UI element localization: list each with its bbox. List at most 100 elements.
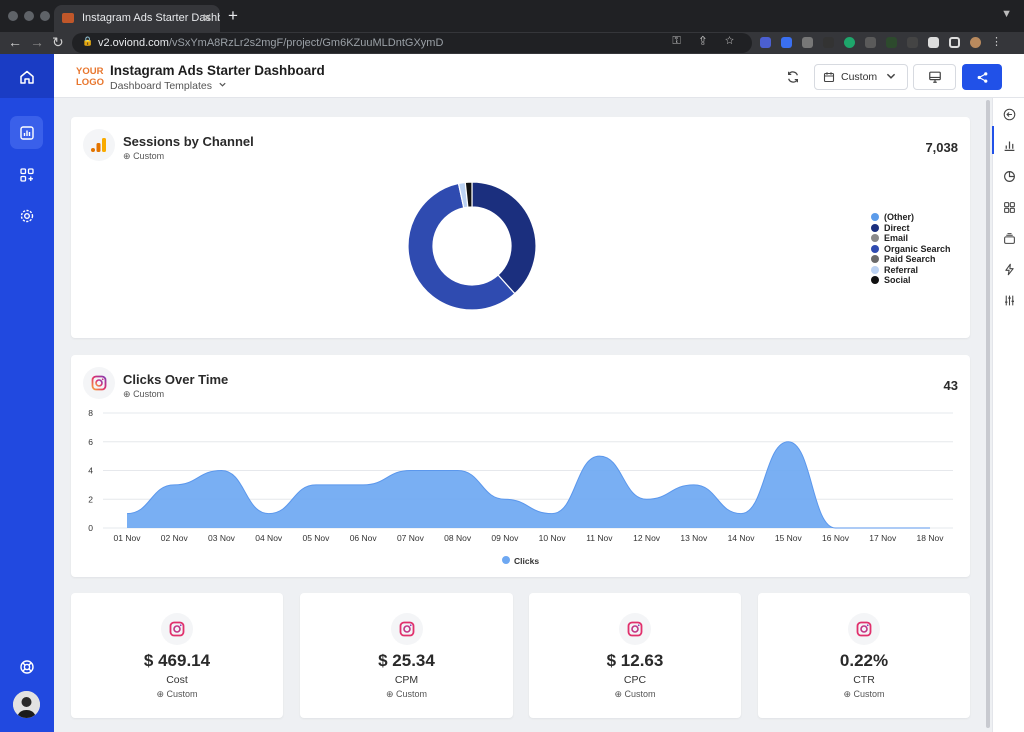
data-point[interactable] bbox=[408, 468, 413, 473]
lightning-icon[interactable] bbox=[1001, 261, 1017, 277]
logo-line2: LOGO bbox=[76, 77, 104, 88]
back-icon[interactable]: ← bbox=[8, 34, 22, 50]
help-lifebuoy-icon[interactable] bbox=[10, 650, 43, 683]
x-tick-label: 04 Nov bbox=[255, 533, 283, 543]
new-tab-icon[interactable]: + bbox=[228, 6, 238, 25]
legend-label: Referral bbox=[884, 264, 919, 275]
tab-search-chevron-icon[interactable]: ▼ bbox=[1001, 8, 1012, 20]
refresh-button[interactable] bbox=[782, 66, 804, 88]
instagram-icon bbox=[161, 613, 193, 645]
bar-chart-icon[interactable] bbox=[1001, 137, 1017, 153]
kpi-subtitle-text: Custom bbox=[853, 689, 885, 699]
puzzle-icon[interactable] bbox=[928, 37, 939, 48]
user-avatar[interactable] bbox=[13, 691, 40, 718]
data-point[interactable] bbox=[597, 454, 602, 459]
donut-slice[interactable] bbox=[407, 182, 516, 311]
kpi-value: $ 469.14 bbox=[143, 651, 211, 670]
data-point[interactable] bbox=[361, 482, 366, 487]
data-point[interactable] bbox=[691, 482, 696, 487]
card-title: Sessions by Channel bbox=[123, 134, 254, 149]
calendar-icon bbox=[823, 72, 835, 83]
extension-icon[interactable] bbox=[823, 37, 834, 48]
donut-slice[interactable] bbox=[464, 181, 473, 208]
x-tick-label: 15 Nov bbox=[775, 533, 803, 543]
legend-item[interactable]: Email bbox=[871, 233, 951, 244]
legend-item[interactable]: Direct bbox=[871, 223, 951, 234]
profile-avatar-icon[interactable] bbox=[970, 37, 981, 48]
pie-chart-icon[interactable] bbox=[1001, 168, 1017, 184]
data-point[interactable] bbox=[550, 511, 555, 516]
data-point[interactable] bbox=[172, 482, 177, 487]
extension-icon[interactable] bbox=[865, 37, 876, 48]
data-point[interactable] bbox=[644, 497, 649, 502]
data-point[interactable] bbox=[266, 511, 271, 516]
legend-item[interactable]: Referral bbox=[871, 265, 951, 276]
extension-icon[interactable] bbox=[802, 37, 813, 48]
globe-icon: ⊕ bbox=[614, 689, 622, 699]
window-minimize-dot[interactable] bbox=[24, 11, 34, 21]
extension-icon[interactable] bbox=[886, 37, 897, 48]
data-point[interactable] bbox=[928, 526, 933, 531]
clicks-over-time-card: Clicks Over Time ⊕ Custom 43 0 2 4 6 8 01 Nov… bbox=[71, 355, 970, 577]
data-point[interactable] bbox=[502, 497, 507, 502]
kpi-subtitle: ⊕ Custom bbox=[300, 689, 513, 700]
sliders-icon[interactable] bbox=[1001, 292, 1017, 308]
legend-swatch bbox=[502, 556, 510, 564]
collapse-arrow-icon[interactable] bbox=[1001, 106, 1017, 122]
left-nav-header bbox=[0, 54, 54, 98]
extension-icon[interactable] bbox=[844, 37, 855, 48]
x-tick-label: 14 Nov bbox=[728, 533, 756, 543]
legend-item[interactable]: Organic Search bbox=[871, 244, 951, 255]
extension-icon[interactable] bbox=[760, 37, 771, 48]
share-button[interactable] bbox=[962, 64, 1002, 90]
instagram-icon bbox=[83, 367, 115, 399]
extension-icon[interactable] bbox=[781, 37, 792, 48]
kpi-card-cost: $ 469.14 Cost ⊕ Custom bbox=[71, 593, 283, 718]
legend-item[interactable]: Social bbox=[871, 275, 951, 286]
legend-item[interactable]: (Other) bbox=[871, 212, 951, 223]
url-input[interactable]: 🔒 v2.oviond.com/vSxYmA8RzLr2s2mgF/projec… bbox=[72, 33, 752, 53]
forward-icon[interactable]: → bbox=[30, 34, 44, 50]
reload-icon[interactable]: ↻ bbox=[52, 34, 64, 50]
data-point[interactable] bbox=[455, 468, 460, 473]
legend-item[interactable]: Paid Search bbox=[871, 254, 951, 265]
home-icon[interactable] bbox=[10, 60, 43, 93]
x-tick-label: 11 Nov bbox=[586, 533, 613, 543]
card-subtitle-text: Custom bbox=[133, 151, 165, 161]
legend-label[interactable]: Clicks bbox=[514, 556, 539, 566]
data-point[interactable] bbox=[833, 526, 838, 531]
kpi-label: Cost bbox=[166, 674, 188, 686]
instagram-icon bbox=[848, 613, 880, 645]
data-point[interactable] bbox=[313, 482, 318, 487]
window-maximize-dot[interactable] bbox=[40, 11, 50, 21]
apps-add-icon[interactable] bbox=[10, 158, 43, 191]
data-point[interactable] bbox=[739, 511, 744, 516]
data-point[interactable] bbox=[219, 468, 224, 473]
legend-swatch bbox=[871, 276, 879, 285]
data-point[interactable] bbox=[786, 439, 791, 444]
presentation-mode-button[interactable] bbox=[913, 64, 956, 90]
omnibox-actions[interactable]: ⚿ ⇪ ☆ bbox=[672, 35, 742, 47]
tab-close-icon[interactable]: ✕ bbox=[201, 11, 212, 25]
logo-line1: YOUR bbox=[76, 66, 104, 77]
extension-icon[interactable] bbox=[907, 37, 918, 48]
legend-label: Direct bbox=[884, 222, 910, 233]
donut-slice[interactable] bbox=[471, 181, 537, 295]
window-close-dot[interactable] bbox=[8, 11, 18, 21]
layers-icon[interactable] bbox=[1001, 230, 1017, 246]
clicks-area bbox=[127, 441, 930, 528]
tab-favicon-icon bbox=[62, 13, 74, 23]
grid-icon[interactable] bbox=[1001, 199, 1017, 215]
x-tick-label: 03 Nov bbox=[208, 533, 236, 543]
settings-gear-icon[interactable] bbox=[10, 199, 43, 232]
legend-label: Organic Search bbox=[884, 243, 951, 254]
sidepanel-icon[interactable] bbox=[949, 37, 960, 48]
data-point[interactable] bbox=[125, 511, 130, 516]
date-range-dropdown[interactable]: Custom bbox=[814, 64, 908, 90]
data-point[interactable] bbox=[880, 526, 885, 531]
dashboard-chart-icon[interactable] bbox=[10, 116, 43, 149]
browser-tab[interactable]: Instagram Ads Starter Dashbo ✕ bbox=[54, 5, 220, 32]
scrollbar[interactable] bbox=[986, 100, 990, 728]
browser-menu-icon[interactable]: ⋮ bbox=[991, 36, 1002, 48]
dashboard-templates-dropdown[interactable]: Dashboard Templates bbox=[110, 80, 227, 92]
